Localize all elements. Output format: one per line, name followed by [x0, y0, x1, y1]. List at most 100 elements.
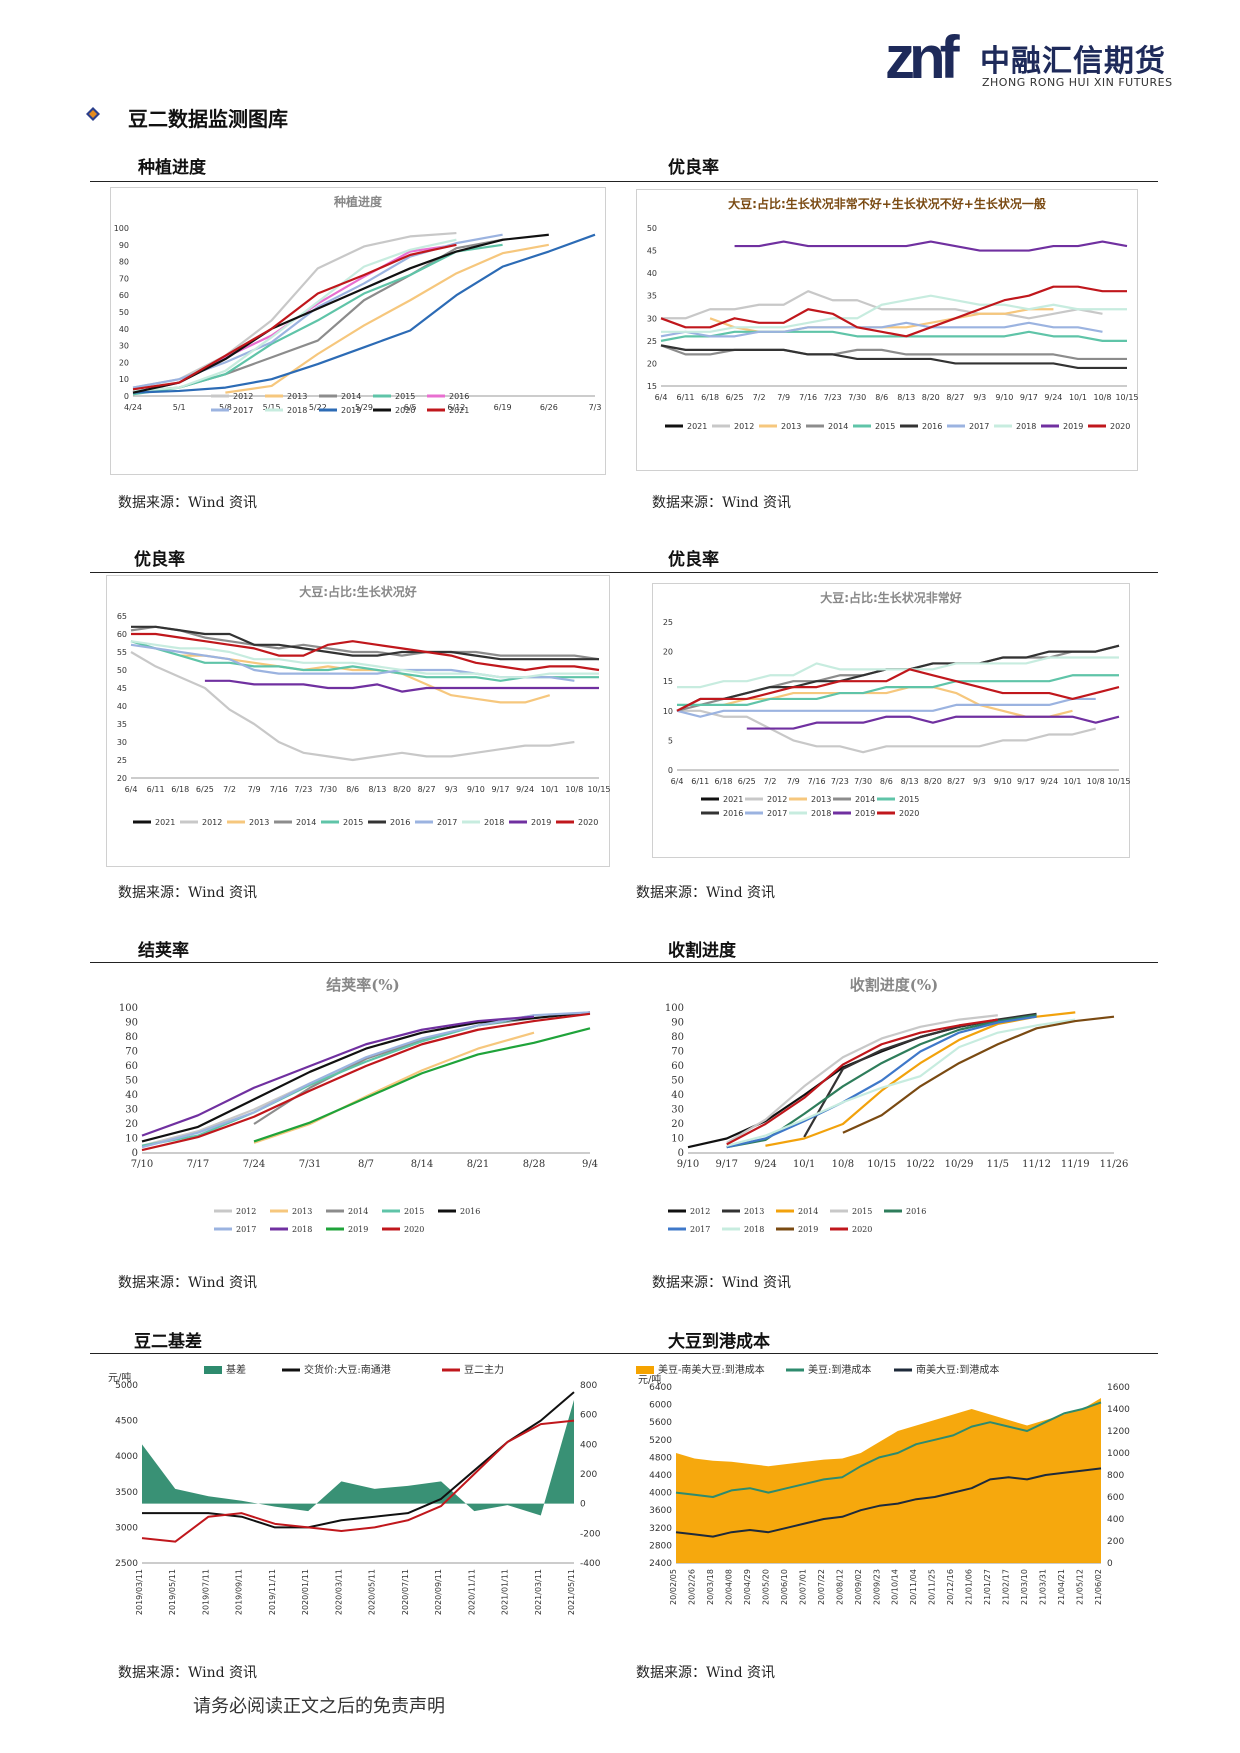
y-tick-label: 20 — [647, 359, 657, 368]
y-tick-label: 50 — [647, 224, 657, 233]
x-tick-label: 20/06/10 — [780, 1569, 789, 1605]
chart-title: 大豆:占比:生长状况非常好 — [820, 590, 962, 605]
series-line-1 — [142, 1391, 575, 1529]
x-tick-label: 20/05/20 — [761, 1569, 770, 1605]
x-tick-label: 10/8 — [1093, 393, 1111, 402]
x-tick-label: 9/17 — [1017, 777, 1035, 786]
x-tick-label: 2021/05/11 — [567, 1569, 576, 1615]
x-tick-label: 7/24 — [243, 1159, 265, 1170]
legend-label: 2012 — [236, 1207, 256, 1216]
legend-label: 2017 — [437, 818, 457, 827]
y2-tick-label: 400 — [1107, 1515, 1124, 1525]
chart-arrival-cost: 元/吨 2400 2800 3200 3600 4000 4400 4800 5200 5600 6… — [636, 1363, 1141, 1648]
x-tick-label: 7/31 — [299, 1159, 321, 1170]
legend-label: 2020 — [578, 818, 598, 827]
legend-label: 2019 — [531, 818, 551, 827]
x-tick-label: 8/28 — [523, 1159, 545, 1170]
section-divider — [90, 572, 1158, 573]
y-tick-label: 70 — [125, 1047, 138, 1058]
x-tick-label: 7/30 — [319, 785, 337, 794]
x-tick-label: 6/12 — [447, 403, 465, 412]
y-tick-label: 80 — [671, 1032, 684, 1043]
x-tick-label: 9/3 — [973, 777, 986, 786]
logo-mark: znf — [885, 24, 960, 91]
y-tick-label: 6000 — [649, 1401, 672, 1411]
x-tick-label: 2020/01/11 — [301, 1569, 310, 1615]
y-tick-label: 45 — [647, 247, 657, 256]
x-tick-label: 6/25 — [196, 785, 214, 794]
legend-label: 2014 — [855, 795, 875, 804]
series-line-9 — [660, 285, 1127, 338]
y-tick-label: 20 — [671, 1119, 684, 1130]
x-tick-label: 20/10/14 — [891, 1569, 900, 1605]
y-tick-label: 20 — [663, 648, 673, 657]
x-tick-label: 8/13 — [897, 393, 915, 402]
series-line-1 — [661, 290, 1103, 320]
legend-label: 2013 — [744, 1207, 764, 1216]
y-tick-label: 3000 — [115, 1523, 138, 1533]
x-tick-label: 9/24 — [754, 1159, 776, 1170]
series-line-3 — [130, 625, 600, 661]
chart-poor-condition: 大豆:占比:生长状况非常不好+生长状况不好+生长状况一般 15 20 25 30 35 40… — [636, 189, 1139, 471]
company-logo: znf 中融汇信期货 ZHONG RONG HUI XIN FUTURES — [885, 28, 1175, 98]
x-tick-label: 7/23 — [831, 777, 849, 786]
x-tick-label: 8/20 — [924, 777, 942, 786]
x-tick-label: 11/12 — [1022, 1159, 1051, 1170]
legend-label: 2018 — [484, 818, 504, 827]
series-line-7 — [842, 1015, 1115, 1134]
legend-label: 2020 — [852, 1225, 872, 1234]
y-tick-label: 80 — [125, 1032, 138, 1043]
section-label-goodrate-2: 优良率 — [134, 550, 185, 570]
y2-tick-label: -200 — [580, 1529, 601, 1539]
x-tick-label: 4/24 — [124, 403, 142, 412]
x-tick-label: 9/10 — [677, 1159, 699, 1170]
legend-label: 2016 — [449, 392, 469, 401]
series-line-9 — [132, 243, 457, 391]
x-tick-label: 6/18 — [171, 785, 189, 794]
x-tick-label: 8/27 — [418, 785, 436, 794]
series-line-2 — [180, 654, 551, 704]
x-tick-label: 9/24 — [1040, 777, 1058, 786]
x-tick-label: 7/23 — [294, 785, 312, 794]
chart-svg: 种植进度 0 10 20 30 40 50 60 70 80 90 100 4/24 5/1 5/8 5/15… — [114, 194, 602, 415]
x-tick-label: 10/15 — [1115, 393, 1138, 402]
legend-label: 2017 — [233, 406, 253, 415]
x-tick-label: 6/11 — [677, 393, 695, 402]
x-tick-label: 10/1 — [793, 1159, 815, 1170]
x-tick-label: 8/6 — [875, 393, 888, 402]
y-tick-label: 2800 — [649, 1541, 672, 1551]
diamond-bullet-icon — [86, 107, 100, 121]
x-tick-label: 8/14 — [411, 1159, 433, 1170]
y-tick-label: 25 — [117, 756, 127, 765]
x-tick-label: 9/10 — [995, 393, 1013, 402]
series-line-8 — [734, 240, 1128, 252]
y-tick-label: 3200 — [649, 1524, 672, 1534]
legend-label: 2021 — [155, 818, 175, 827]
legend-label: 2012 — [767, 795, 787, 804]
x-tick-label: 7/10 — [131, 1159, 153, 1170]
x-tick-label: 5/22 — [309, 403, 327, 412]
legend-label: 2014 — [348, 1207, 368, 1216]
series-line-8 — [132, 233, 549, 394]
chart-podding-rate: 结荚率(%) 0 10 20 30 40 50 60 70 80 90 100 7/10 7/17 7/24… — [118, 970, 608, 1245]
y-tick-label: 0 — [124, 392, 129, 401]
series-line-8 — [726, 1018, 998, 1146]
series-line-8 — [141, 1012, 591, 1152]
y2-tick-label: -400 — [580, 1559, 601, 1569]
y2-tick-label: 600 — [1107, 1493, 1124, 1503]
legend-label: 美豆:到港成本 — [808, 1363, 871, 1376]
data-source: 数据来源：Wind 资讯 — [118, 885, 258, 901]
y-tick-label: 60 — [119, 291, 129, 300]
section-divider — [90, 181, 1158, 182]
x-tick-label: 10/15 — [587, 785, 610, 794]
y-tick-label: 40 — [671, 1090, 684, 1101]
x-tick-label: 7/2 — [223, 785, 236, 794]
series-line-1 — [675, 1401, 1102, 1498]
x-tick-label: 20/04/29 — [743, 1569, 752, 1605]
legend-label: 2021 — [723, 795, 743, 804]
y-tick-label: 20 — [117, 774, 127, 783]
y2-tick-label: 1000 — [1107, 1449, 1130, 1459]
y-tick-label: 30 — [119, 342, 129, 351]
x-tick-label: 6/4 — [125, 785, 138, 794]
series-line-5 — [131, 625, 599, 661]
